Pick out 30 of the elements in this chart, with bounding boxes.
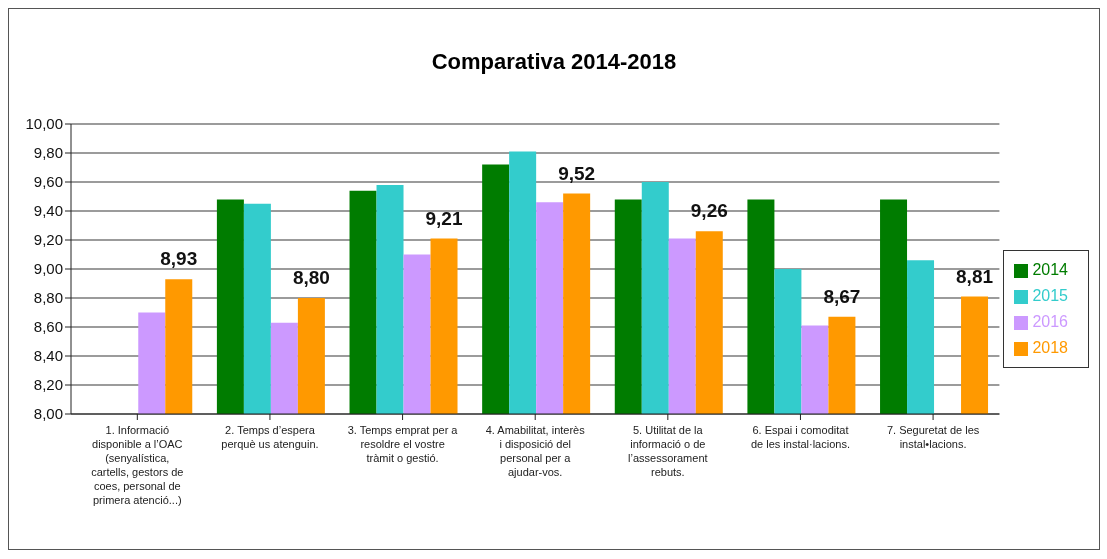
y-tick-label: 8,40 bbox=[33, 347, 63, 365]
legend-label: 2016 bbox=[1032, 313, 1068, 330]
y-tick-label: 9,20 bbox=[33, 231, 63, 249]
data-label: 8,93 bbox=[160, 248, 198, 270]
x-tick-label: 2. Temps d’espera perquè us atenguin. bbox=[221, 424, 319, 450]
y-tick-label: 9,40 bbox=[33, 202, 63, 220]
x-tick-label: 6. Espai i comoditat de les instal·lacions. bbox=[750, 424, 850, 450]
x-tick-label: 7. Seguretat de les instal•lacions. bbox=[886, 424, 980, 450]
data-label: 9,52 bbox=[558, 162, 596, 184]
data-label: 8,80 bbox=[292, 267, 330, 288]
legend-label: 2018 bbox=[1032, 339, 1068, 356]
x-tick-label: 1. Informació disponible a l’OAC (senyalística, cartells, gestors de coes, personal de primera atenció...) bbox=[91, 424, 184, 506]
x-tick-label: 5. Utilitat de la informació o de l’assessorament rebuts. bbox=[628, 424, 708, 478]
y-tick-label: 9,00 bbox=[33, 260, 63, 278]
y-tick-label: 10,00 bbox=[25, 115, 63, 133]
x-tick-label: 4. Amabilitat, interès i disposició del personal per a ajudar-vos. bbox=[485, 424, 586, 478]
data-label: 9,21 bbox=[425, 207, 463, 229]
chart-title: Comparativa 2014-2018 bbox=[430, 48, 678, 76]
y-tick-label: 8,60 bbox=[33, 318, 63, 336]
data-label: 8,81 bbox=[956, 265, 994, 287]
legend-label: 2015 bbox=[1032, 287, 1068, 304]
y-tick-label: 8,20 bbox=[33, 376, 63, 394]
y-tick-label: 8,00 bbox=[33, 405, 63, 423]
data-label: 8,67 bbox=[823, 285, 861, 307]
y-tick-label: 9,60 bbox=[33, 173, 63, 191]
y-tick-label: 8,80 bbox=[33, 289, 63, 307]
x-tick-label: 3. Temps emprat per a resoldre el vostre tràmit o gestió. bbox=[347, 424, 459, 464]
data-label: 9,26 bbox=[690, 200, 728, 222]
legend-label: 2014 bbox=[1032, 261, 1068, 278]
y-tick-label: 9,80 bbox=[33, 144, 63, 162]
